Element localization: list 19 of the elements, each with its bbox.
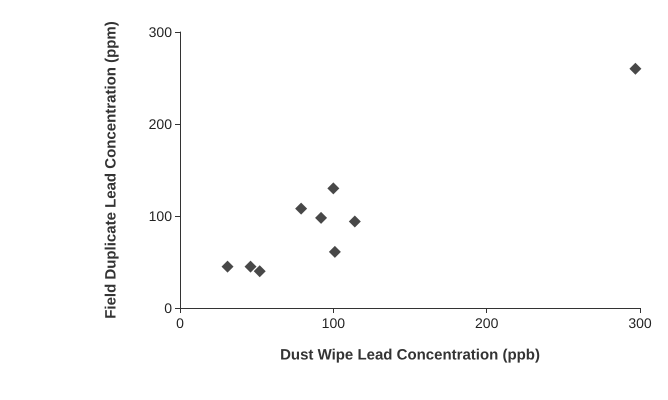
- y-axis-title: Field Duplicate Lead Concentration (ppm): [102, 21, 120, 319]
- point: [244, 260, 257, 273]
- x-tick-label: 200: [474, 315, 499, 331]
- point: [629, 62, 642, 75]
- point: [327, 182, 340, 194]
- x-axis-title: Dust Wipe Lead Concentration (ppb): [280, 346, 540, 364]
- y-tick-label: 200: [148, 116, 172, 132]
- y-tick-label: 300: [148, 24, 172, 40]
- point: [254, 265, 266, 278]
- point: [295, 202, 308, 215]
- point: [328, 246, 341, 258]
- point: [315, 212, 328, 224]
- x-tick-label: 300: [628, 315, 652, 331]
- y-tick-label: 100: [148, 208, 172, 224]
- x-tick-label: 100: [322, 315, 346, 331]
- y-tick-label: 0: [164, 300, 172, 316]
- point: [348, 216, 361, 228]
- x-tick-label: 0: [176, 315, 184, 331]
- point: [222, 260, 234, 273]
